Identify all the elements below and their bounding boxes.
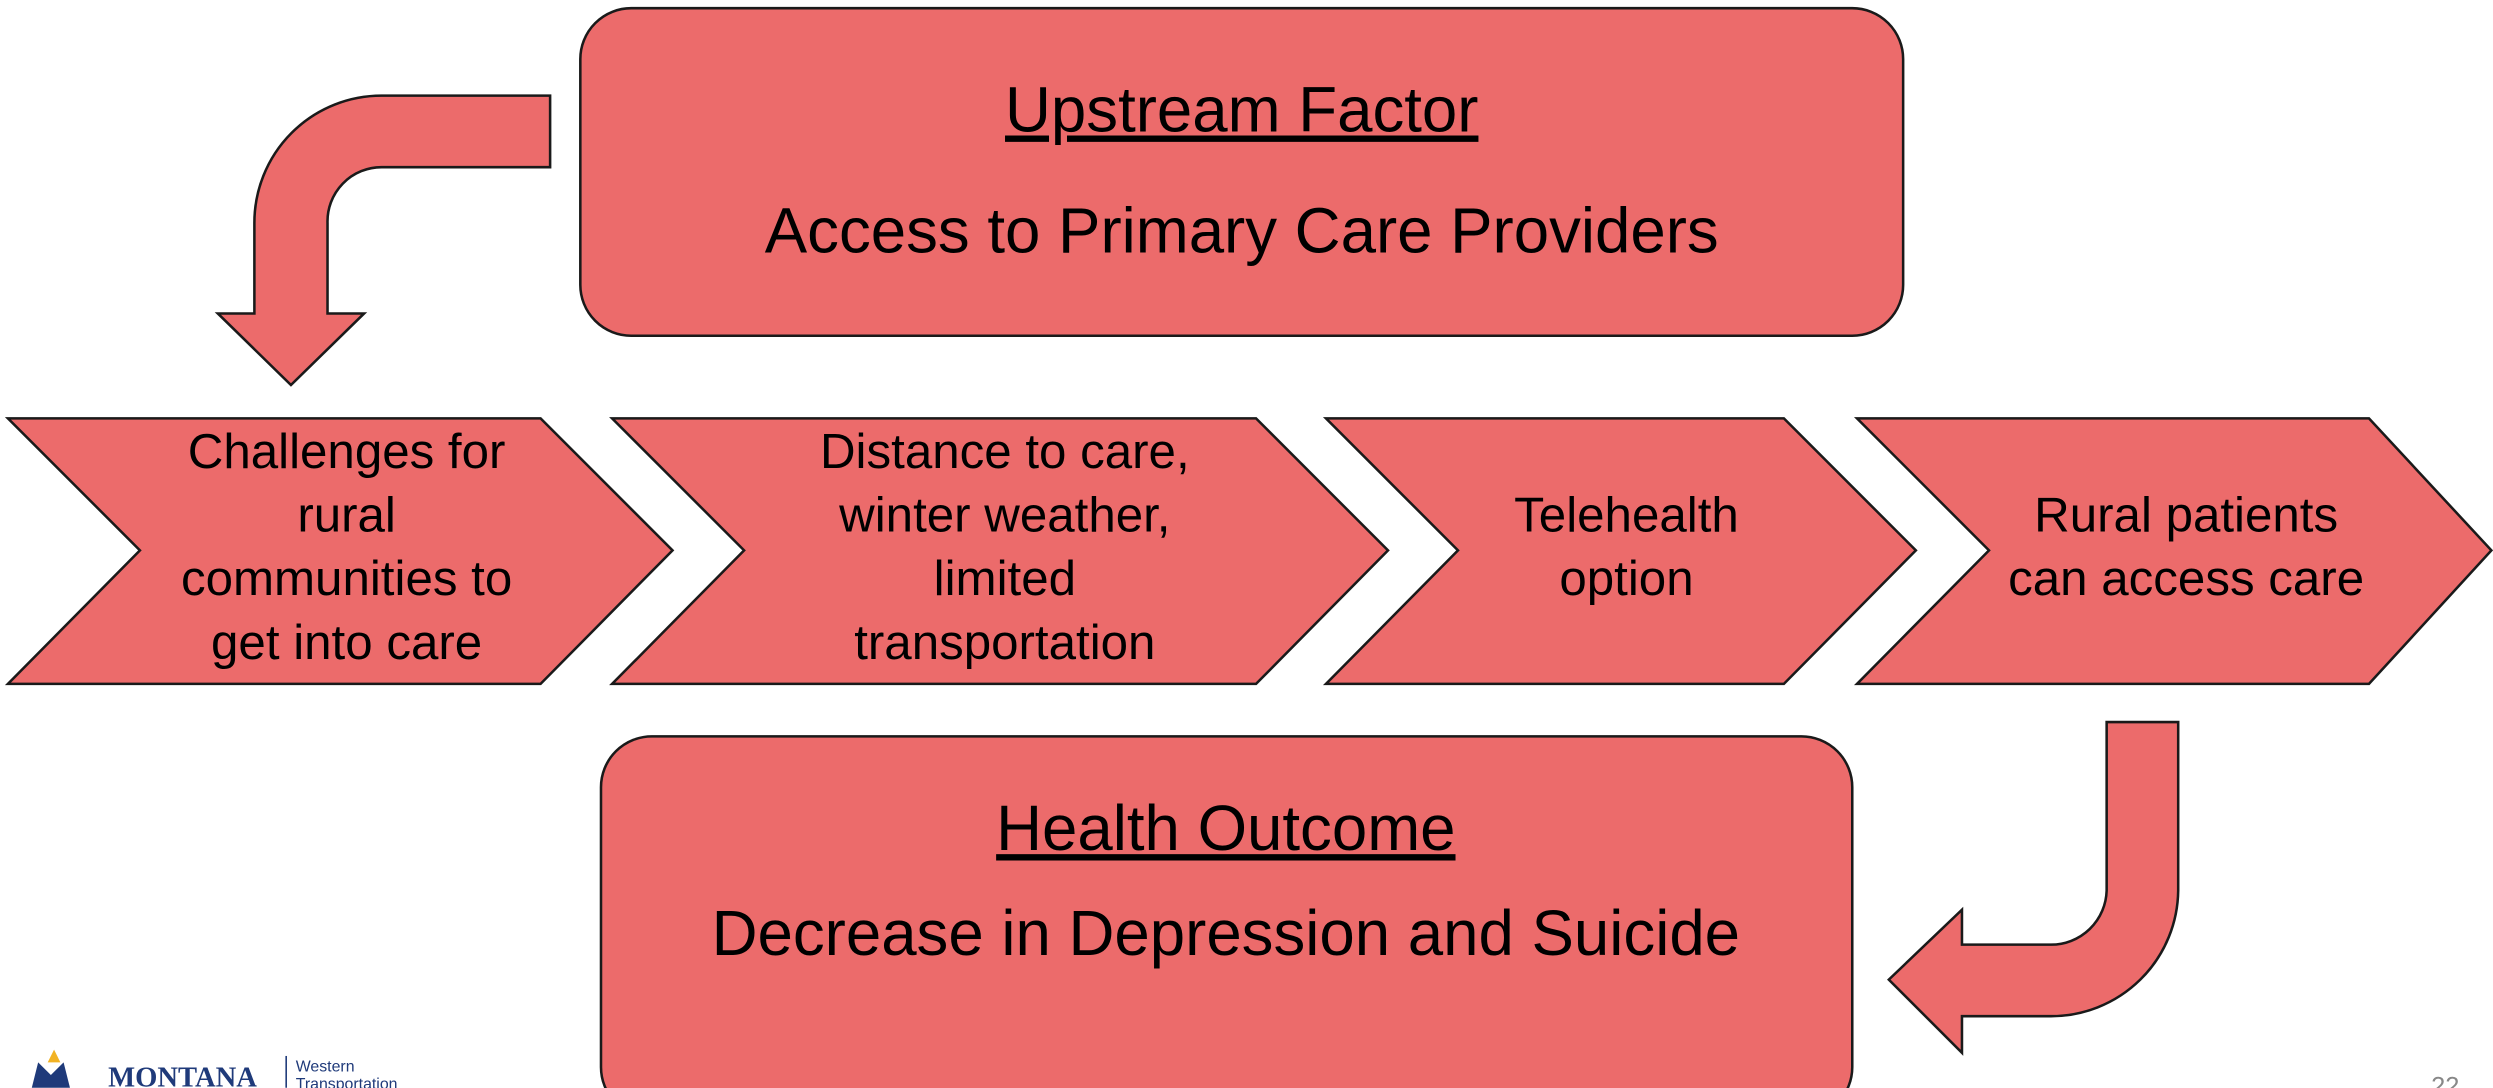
step-label: can access care: [2008, 551, 2364, 606]
step-label: Distance to care,: [820, 424, 1190, 479]
step-label: transportation: [854, 615, 1155, 670]
logo-sub: Western: [296, 1058, 355, 1075]
step-label: communities to: [181, 551, 512, 606]
step-label: Challenges for: [188, 424, 506, 479]
logo-mark: [31, 1062, 70, 1088]
step-label: winter weather,: [838, 488, 1170, 543]
logo-sub: Transportation: [296, 1076, 398, 1088]
upstream-text: Access to Primary Care Providers: [765, 195, 1719, 266]
chevron: [609, 417, 1390, 686]
outcome-title: Health Outcome: [996, 793, 1455, 864]
outcome-text: Decrease in Depression and Suicide: [712, 898, 1740, 969]
chevron: [1322, 417, 1918, 686]
logo-text: MONTANA: [108, 1062, 257, 1088]
bent-arrow: [214, 94, 552, 387]
chevron: [4, 417, 675, 686]
step-label: Telehealth: [1514, 488, 1739, 543]
page-number: 22: [2431, 1072, 2459, 1088]
bent-arrow: [1887, 720, 2180, 1056]
step-label: rural: [297, 488, 396, 543]
chevron: [1853, 417, 2493, 686]
upstream-box: [579, 6, 1905, 337]
step-label: option: [1559, 551, 1693, 606]
step-label: get into care: [211, 615, 482, 670]
outcome-box: [599, 735, 1854, 1088]
step-label: Rural patients: [2034, 488, 2338, 543]
step-labels: Challenges for rural communities to get int…: [181, 424, 2364, 670]
logo: MONTANA Western Transportation: [31, 1049, 398, 1088]
logo-flame: [47, 1049, 61, 1063]
upstream-title: Upstream Factor: [1005, 75, 1478, 146]
step-label: limited: [934, 551, 1076, 606]
